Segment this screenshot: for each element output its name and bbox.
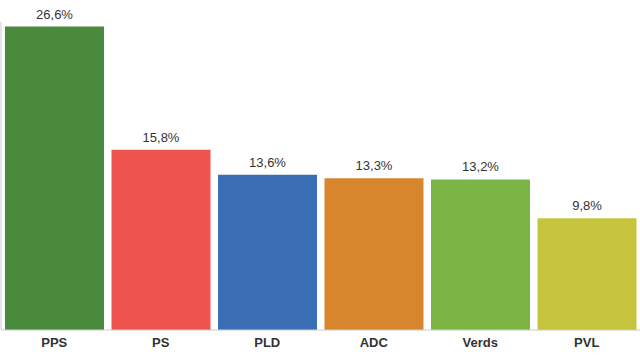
svg-text:13,6%: 13,6% <box>249 155 286 170</box>
svg-text:9,8%: 9,8% <box>572 198 602 213</box>
svg-text:Verds: Verds <box>463 335 498 350</box>
svg-text:26,6%: 26,6% <box>36 7 73 22</box>
svg-text:PLD: PLD <box>254 335 280 350</box>
svg-text:PVL: PVL <box>574 335 599 350</box>
svg-text:13,3%: 13,3% <box>356 158 393 173</box>
svg-text:13,2%: 13,2% <box>462 159 499 174</box>
svg-text:15,8%: 15,8% <box>143 130 180 145</box>
svg-text:ADC: ADC <box>360 335 389 350</box>
svg-text:PS: PS <box>152 335 170 350</box>
svg-text:PPS: PPS <box>41 335 67 350</box>
